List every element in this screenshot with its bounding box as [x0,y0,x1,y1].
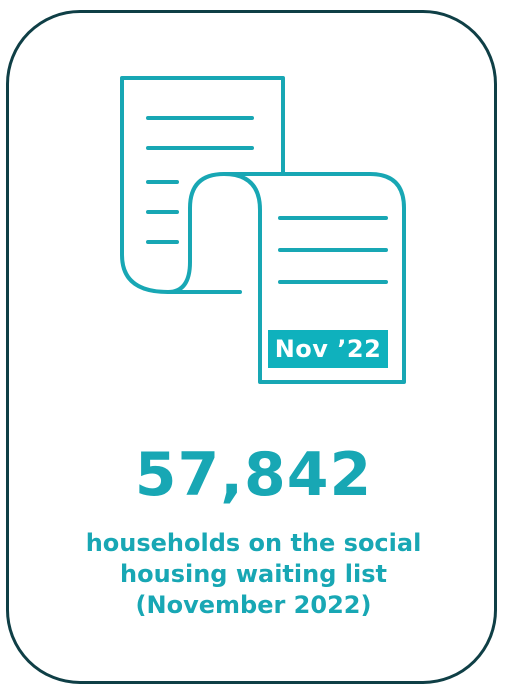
scroll-roll [166,172,406,384]
date-badge: Nov ’22 [268,330,388,368]
stat-card [6,10,497,684]
stat-caption-line: (November 2022) [135,591,372,619]
stat-caption-line: households on the social [85,529,422,557]
stat-caption-line: housing waiting list [120,560,387,588]
stat-caption: households on the social housing waiting… [40,528,467,621]
stat-value: 57,842 [134,440,373,510]
